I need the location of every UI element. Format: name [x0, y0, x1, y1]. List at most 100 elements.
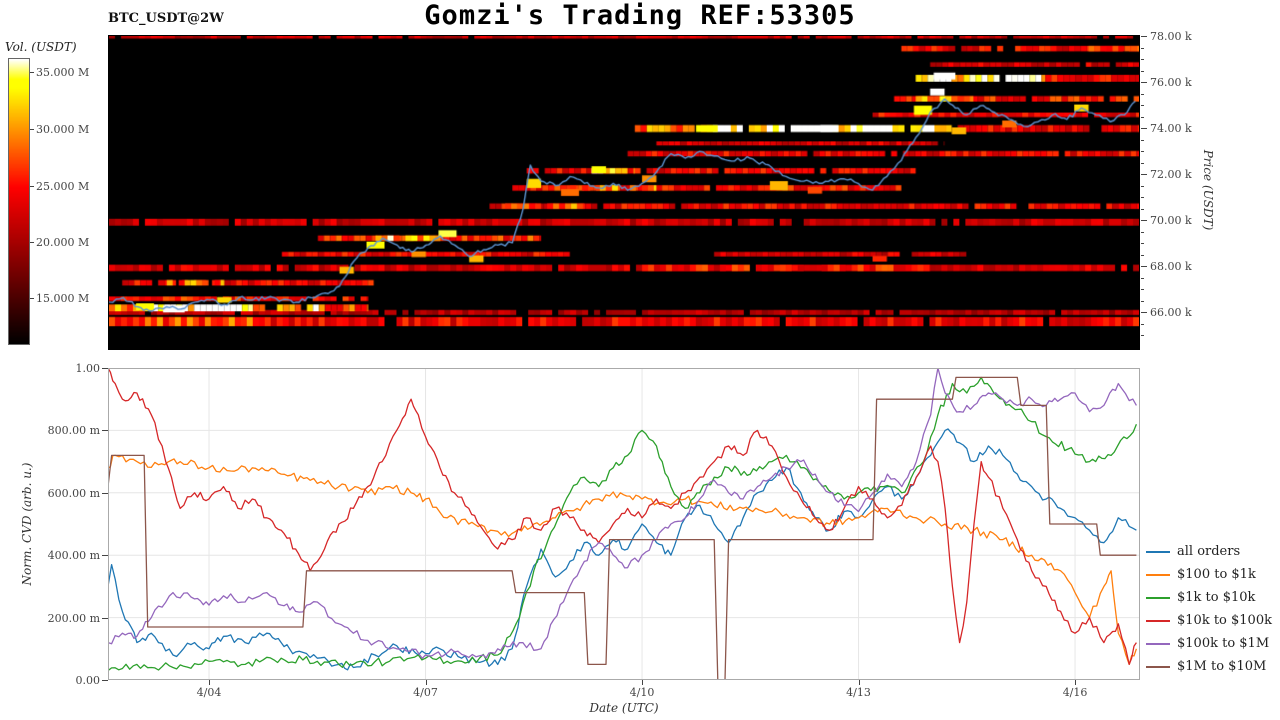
- tick-mark: [1141, 335, 1144, 337]
- tick-mark: [1141, 300, 1144, 302]
- cvd-y-tick-label: 400.00 m: [47, 549, 100, 563]
- date-tick-label: 4/04: [196, 686, 222, 699]
- legend-label: $1k to $10k: [1177, 590, 1256, 605]
- tick-mark: [858, 680, 860, 685]
- price-tick-label: 72.00 k: [1150, 168, 1192, 182]
- cvd-axis-title: Norm. CVD (arb. u.): [20, 462, 34, 586]
- tick-mark: [1141, 254, 1144, 256]
- tick-mark: [1141, 197, 1144, 199]
- page-title: Gomzi's Trading REF:53305: [424, 0, 856, 31]
- series--10k-to-100k: [108, 368, 1137, 666]
- legend-item--100-to-1k: $100 to $1k: [1146, 563, 1280, 586]
- legend-line-sample: [1146, 642, 1170, 645]
- legend-label: all orders: [1177, 544, 1241, 559]
- price-tick-label: 78.00 k: [1150, 30, 1192, 44]
- tick-mark: [425, 680, 427, 685]
- tick-mark: [1141, 220, 1144, 222]
- tick-mark: [1141, 289, 1144, 291]
- tick-mark: [30, 298, 34, 300]
- series--100k-to-1m: [108, 368, 1137, 659]
- cvd-y-tick-label: 1.00: [75, 362, 101, 375]
- tick-mark: [1075, 680, 1077, 685]
- tick-mark: [1141, 139, 1144, 141]
- tick-mark: [1141, 231, 1144, 233]
- date-tick-label: 4/10: [629, 686, 655, 699]
- series--1k-to-10k: [108, 376, 1138, 672]
- colorbar-title: Vol. (USDT): [5, 40, 77, 54]
- tick-mark: [1141, 312, 1144, 314]
- cvd-y-tick-label: 800.00 m: [47, 424, 100, 438]
- tick-mark: [30, 241, 34, 243]
- tick-mark: [102, 555, 108, 557]
- chart-legend: all orders $100 to $1k $1k to $10k $10k to …: [1146, 540, 1280, 678]
- colorbar-tick-label: 15.000 M: [36, 292, 90, 306]
- tick-mark: [1141, 93, 1144, 95]
- legend-line-sample: [1146, 573, 1170, 576]
- legend-line-sample: [1146, 619, 1170, 622]
- legend-label: $10k to $100k: [1177, 613, 1272, 628]
- tick-mark: [102, 368, 108, 369]
- legend-item--1m-to-10m: $1M to $10M: [1146, 655, 1280, 678]
- liquidity-heatmap: [108, 35, 1140, 350]
- colorbar-tick-label: 35.000 M: [36, 66, 90, 80]
- legend-item--10k-to-100k: $10k to $100k: [1146, 609, 1280, 632]
- tick-mark: [1141, 151, 1144, 153]
- tick-mark: [30, 72, 34, 74]
- symbol-label: BTC_USDT@2W: [108, 11, 224, 26]
- tick-mark: [1141, 174, 1144, 176]
- tick-mark: [1141, 105, 1144, 107]
- legend-line-sample: [1146, 665, 1170, 668]
- price-tick-label: 76.00 k: [1150, 76, 1192, 90]
- tick-mark: [1141, 47, 1144, 49]
- price-tick-label: 70.00 k: [1150, 214, 1192, 228]
- price-axis-title: Price (USDT): [1201, 149, 1215, 231]
- cvd-y-tick-label: 600.00 m: [47, 486, 100, 500]
- tick-mark: [1141, 277, 1144, 279]
- series--1m-to-10m: [108, 376, 1137, 680]
- cvd-y-tick-label: 200.00 m: [47, 611, 100, 625]
- colorbar-tick-label: 30.000 M: [36, 122, 90, 136]
- tick-mark: [642, 680, 644, 685]
- tick-mark: [102, 617, 108, 619]
- plot-frame: [108, 368, 1140, 680]
- tick-mark: [1141, 82, 1147, 84]
- tick-mark: [1141, 266, 1144, 268]
- cvd-line-chart: [108, 368, 1140, 680]
- date-axis-title: Date (UTC): [589, 701, 659, 715]
- legend-item--1k-to-10k: $1k to $10k: [1146, 586, 1280, 609]
- date-tick-label: 4/07: [413, 686, 438, 699]
- tick-mark: [1141, 266, 1147, 268]
- tick-mark: [1141, 128, 1144, 130]
- tick-mark: [1141, 220, 1147, 222]
- tick-mark: [1141, 162, 1144, 164]
- legend-item--100k-to-1m: $100k to $1M: [1146, 632, 1280, 655]
- tick-mark: [1141, 243, 1144, 245]
- tick-mark: [1141, 36, 1144, 38]
- tick-mark: [102, 430, 108, 432]
- tick-mark: [1141, 174, 1147, 176]
- series--100-to-1k: [108, 454, 1138, 666]
- date-tick-label: 4/13: [846, 686, 871, 699]
- tick-mark: [1141, 323, 1144, 325]
- legend-item-all-orders: all orders: [1146, 540, 1280, 563]
- tick-mark: [1141, 312, 1147, 314]
- series-all-orders: [108, 428, 1137, 671]
- legend-label: $100k to $1M: [1177, 636, 1270, 651]
- legend-line-sample: [1146, 596, 1170, 599]
- tick-mark: [209, 680, 211, 685]
- legend-label: $1M to $10M: [1177, 659, 1267, 674]
- colorbar-tick-label: 20.000 M: [36, 235, 90, 249]
- tick-mark: [102, 492, 108, 494]
- tick-mark: [1141, 36, 1147, 38]
- colorbar-tick-label: 25.000 M: [36, 180, 90, 193]
- legend-line-sample: [1146, 550, 1170, 553]
- tick-mark: [1141, 208, 1144, 210]
- tick-mark: [1141, 185, 1144, 187]
- tick-mark: [1141, 59, 1144, 61]
- legend-label: $100 to $1k: [1177, 567, 1256, 582]
- price-tick-label: 66.00 k: [1150, 306, 1192, 320]
- price-tick-label: 68.00 k: [1150, 260, 1192, 274]
- tick-mark: [1141, 70, 1144, 72]
- tick-mark: [30, 128, 34, 130]
